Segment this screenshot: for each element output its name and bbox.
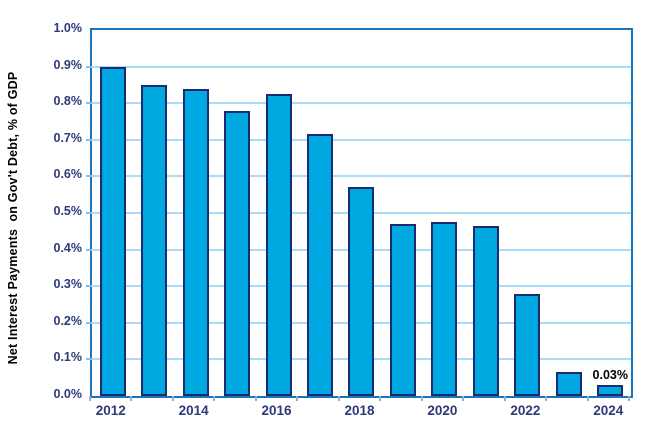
y-tick-label: 0.4% bbox=[53, 240, 83, 255]
bar-cell bbox=[424, 30, 465, 396]
y-axis-tick bbox=[86, 248, 92, 251]
y-tick-label: 0.9% bbox=[53, 57, 83, 72]
y-axis-tick bbox=[86, 285, 92, 288]
bar-cell bbox=[341, 30, 382, 396]
gridline bbox=[92, 102, 631, 105]
x-axis-tick bbox=[337, 396, 340, 401]
x-axis-tick bbox=[545, 396, 548, 401]
value-annotation: 0.03% bbox=[592, 368, 628, 383]
bar-cell bbox=[299, 30, 340, 396]
bar bbox=[348, 187, 375, 396]
bar-cell bbox=[92, 30, 133, 396]
bar-cell bbox=[133, 30, 174, 396]
x-tick-label: 2012 bbox=[95, 403, 126, 418]
bar bbox=[224, 110, 251, 396]
bar-cell: 0.03% bbox=[590, 30, 631, 396]
bar bbox=[514, 293, 541, 396]
y-axis-tick bbox=[86, 138, 92, 141]
bar bbox=[265, 94, 292, 396]
y-tick-label: 0.0% bbox=[53, 387, 83, 401]
bar-cell bbox=[507, 30, 548, 396]
bar bbox=[141, 84, 168, 396]
y-tick-label: 0.1% bbox=[53, 350, 83, 365]
x-axis-tick bbox=[213, 396, 216, 401]
x-axis-tick bbox=[503, 396, 506, 401]
plot-area: 0.03% bbox=[86, 28, 633, 398]
bar-cell bbox=[175, 30, 216, 396]
x-axis-tick bbox=[628, 396, 630, 401]
x-tick-label: 2024 bbox=[593, 403, 624, 418]
y-tick-label: 0.3% bbox=[53, 277, 83, 292]
bar bbox=[99, 66, 126, 396]
bar-cell bbox=[258, 30, 299, 396]
x-tick-label: 2014 bbox=[178, 403, 209, 418]
x-tick-label: 2020 bbox=[427, 403, 458, 418]
y-tick-label: 0.5% bbox=[53, 204, 83, 218]
bar bbox=[182, 88, 209, 396]
y-tick-label: 1.0% bbox=[53, 21, 83, 35]
bar bbox=[389, 223, 416, 396]
y-axis-tick bbox=[86, 321, 92, 324]
y-tick-label: 0.8% bbox=[53, 94, 83, 109]
x-axis-tick bbox=[462, 396, 465, 401]
gridline bbox=[92, 138, 631, 141]
bar bbox=[431, 222, 458, 396]
y-axis-tick bbox=[86, 65, 92, 68]
y-axis-tick bbox=[86, 358, 92, 361]
bar-cell bbox=[216, 30, 257, 396]
x-axis-tick bbox=[89, 396, 91, 401]
bar bbox=[597, 385, 624, 396]
bar bbox=[555, 372, 582, 396]
gridline bbox=[92, 175, 631, 178]
bar-cell bbox=[465, 30, 506, 396]
y-axis-tick bbox=[86, 175, 92, 178]
x-axis-tick bbox=[586, 396, 589, 401]
x-axis-tick bbox=[379, 396, 382, 401]
x-axis-tick bbox=[420, 396, 423, 401]
y-tick-label: 0.2% bbox=[53, 313, 83, 328]
bar-cell bbox=[382, 30, 423, 396]
x-axis-tick bbox=[254, 396, 257, 401]
x-axis-tick bbox=[130, 396, 133, 401]
y-axis-tick bbox=[86, 212, 92, 214]
y-tick-label: 0.7% bbox=[53, 130, 83, 145]
x-tick-label: 2016 bbox=[261, 403, 292, 418]
x-axis-tick bbox=[296, 396, 299, 401]
y-axis-tick bbox=[86, 102, 92, 105]
x-axis-tick bbox=[171, 396, 174, 401]
bar bbox=[307, 134, 334, 396]
bar-cell bbox=[548, 30, 589, 396]
y-tick-label: 0.6% bbox=[53, 167, 83, 182]
gridline bbox=[92, 65, 631, 68]
y-axis-title: Net Interest Payments on Gov't Debt, % o… bbox=[6, 71, 20, 365]
x-tick-label: 2022 bbox=[510, 403, 541, 418]
x-tick-label: 2018 bbox=[344, 403, 375, 418]
bar bbox=[472, 225, 499, 396]
